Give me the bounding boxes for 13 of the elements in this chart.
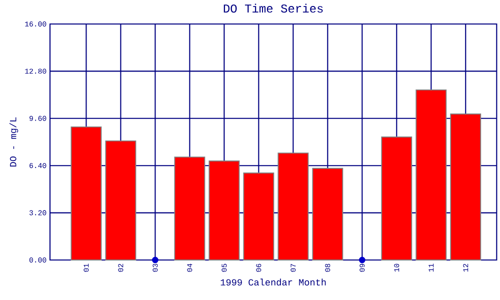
chart-title: DO Time Series: [224, 4, 323, 13]
bar: [243, 172, 274, 260]
bar: [174, 156, 206, 260]
bar: [381, 136, 412, 260]
bar: [312, 168, 344, 260]
x-axis-title: 1999 Calendar Month: [220, 278, 326, 286]
bar: [450, 114, 482, 260]
bar: [70, 126, 102, 260]
bar: [416, 89, 447, 260]
bar: [105, 140, 136, 260]
y-axis-title: DO - mg/L: [9, 117, 18, 166]
bar: [208, 160, 240, 260]
bar: [278, 152, 309, 260]
